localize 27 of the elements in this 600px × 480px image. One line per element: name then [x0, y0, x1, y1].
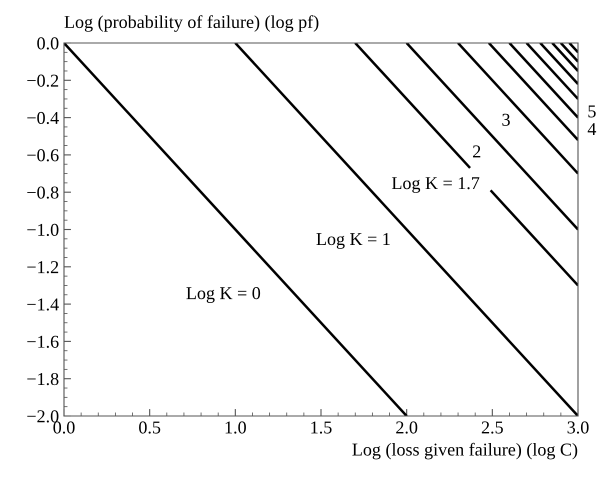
- annotation: 3: [502, 114, 510, 126]
- y-tick-label: −0.4: [27, 112, 59, 124]
- text: 4: [588, 123, 596, 135]
- x-axis-title: Log (loss given failure) (log C): [352, 442, 578, 460]
- x-tick-label: 0.0: [53, 421, 75, 434]
- y-tick-label: −1.0: [27, 224, 58, 236]
- annotation: Log K = 1.7: [392, 177, 480, 193]
- y-tick-label: −0.6: [27, 149, 59, 162]
- y-tick-label: −1.8: [27, 372, 58, 386]
- x-tick-label: 2.5: [482, 421, 503, 434]
- annotation: Log K = 1: [316, 233, 390, 249]
- y-tick-label: −1.4: [27, 298, 59, 311]
- x-tick-label: 0.5: [139, 421, 160, 434]
- annotation: 2: [473, 145, 480, 158]
- y-tick-label: −2.0: [27, 410, 58, 423]
- x-tick-label: 3.0: [568, 421, 589, 434]
- text: 5: [588, 105, 596, 118]
- y-tick-label: −0.8: [27, 186, 58, 199]
- y-tick-label: 0.0: [37, 37, 58, 50]
- x-tick-label: 1.5: [311, 421, 332, 434]
- x-tick-label: 1.0: [226, 421, 246, 434]
- annotation: Log K = 0: [186, 287, 260, 303]
- y-tick-label: −0.2: [27, 74, 58, 87]
- y-axis-title: Log (probability of failure) (log pf): [64, 15, 318, 32]
- x-tick-label: 2.0: [396, 421, 418, 434]
- y-tick-label: −1.2: [27, 261, 58, 274]
- y-tick-label: −1.6: [27, 336, 59, 348]
